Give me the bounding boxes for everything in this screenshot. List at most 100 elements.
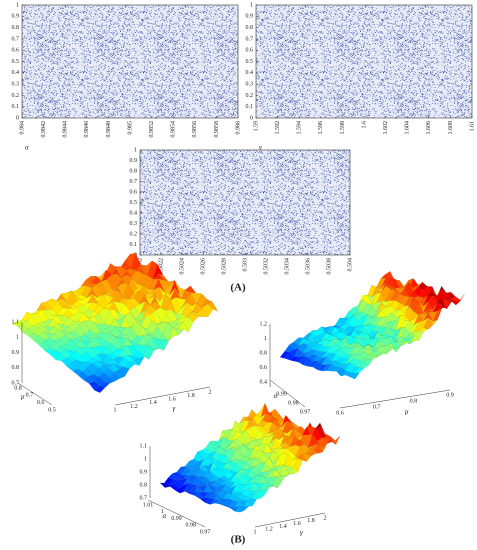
surface-cell [198,456,208,462]
x-tick-label: 0.5026 [200,258,206,275]
x-tick-label: 1.594 [297,121,303,135]
z-tick-label: 1.2 [260,321,268,327]
surface-cell [48,326,60,335]
surface-cell [311,330,322,336]
surface-cell [353,320,364,328]
surface-cell [268,485,278,489]
y-tick-label: 1 [16,2,19,8]
surface-cell [219,502,230,507]
surface-cell [60,349,72,358]
y-tick-label: 0.4 [130,210,138,216]
surface-cell [386,327,396,331]
surface-cell [179,490,190,494]
surface-cell [273,452,283,463]
surface-cell [249,456,260,460]
y-tick-label: 0.1 [246,104,254,110]
y-tick-label: 1 [250,2,253,8]
surface-cell [152,273,164,281]
surface-cell [197,450,207,460]
surface-cell [399,296,410,307]
surface-cell [172,471,182,479]
x-axis-label: α [25,144,29,152]
surface-cell [414,331,424,341]
z-tick-label: 0.8 [260,350,268,356]
surface-cell [362,294,373,305]
surface-cell [94,322,106,333]
surface-cell [423,317,434,330]
surface-cell [284,344,295,353]
surface-cell [206,480,217,486]
surface-cell [75,339,87,348]
axis-tick-label: 0.98 [288,400,299,406]
surface-cell [117,349,129,357]
x-tick-label: 0.9844 [63,121,69,138]
surface-cell [395,309,405,318]
x-tick-label: 0.984 [19,121,25,135]
surface-cell [22,329,34,337]
surface-cell [214,469,225,478]
surface-cell [289,341,299,350]
x-tick-label: 1.6 [361,121,367,129]
axis-tick-label: 0.6 [37,400,45,406]
axis [147,499,206,528]
y-tick-label: 0 [16,115,19,121]
y-tick-label: 0.1 [130,242,138,248]
surface-cell [372,345,383,352]
surface-cell [104,325,116,333]
x-tick-label: 1.606 [426,121,432,135]
surface-cell [158,339,169,351]
x-tick-label: 0.5022 [158,258,164,275]
surface-cell [44,338,55,349]
z-tick-label: 0.8 [12,365,20,371]
axis-label: γ [173,405,176,413]
surface-cell [187,311,199,323]
surface-cell [61,357,73,367]
x-tick-label: 0.9858 [214,121,220,138]
axis-tick-label: 0.7 [373,404,381,410]
y-tick-label: 0.9 [12,14,20,20]
x-tick-label: 1.592 [275,121,281,135]
surface-cell [245,427,256,440]
surface-cell [98,372,110,382]
y-tick-label: 0.6 [130,189,138,195]
surface-cell [257,414,267,426]
surface-cell [121,270,132,279]
surface-cell [344,323,354,328]
surface-cell [241,489,252,497]
x-tick-label: 0.5028 [221,258,227,275]
surface-cell [71,291,83,301]
surface-cell [47,318,59,327]
surface-cell [195,468,206,477]
axis-label: α [274,392,278,400]
axis-tick-label: 1 [254,529,257,535]
surface-cell [27,315,38,327]
axis-tick-label: 0.5 [48,407,56,413]
surface-cell [184,460,195,467]
surface-cell [201,476,211,485]
surface-cell [284,473,295,478]
axis-tick-label: 1.2 [265,527,273,533]
axis-tick-label: 0.9 [446,392,454,398]
y-tick-label: 0.6 [246,48,254,54]
axis-tick-label: 1 [114,407,117,413]
surface-cell [394,278,405,289]
y-tick-label: 0.4 [246,70,254,76]
y-tick-label: 1 [134,147,137,153]
x-tick-label: 0.9842 [41,121,47,138]
surface-cell [303,351,313,358]
surface-cell [423,312,433,322]
x-axis-label: γ [259,144,262,152]
surface-cell [118,298,130,305]
axis-label: γ [300,529,303,537]
surface-cell [187,474,197,485]
surface-cell [103,368,115,378]
z-tick-label: 0.7 [12,380,20,386]
surface-cell [91,354,103,362]
y-tick-label: 0.3 [246,81,254,87]
axis-tick-label: 1.2 [130,404,138,410]
y-tick-label: 0.8 [12,25,20,31]
surface-cell [77,371,89,381]
surface-cell [41,309,53,321]
surface-cell [86,283,97,289]
